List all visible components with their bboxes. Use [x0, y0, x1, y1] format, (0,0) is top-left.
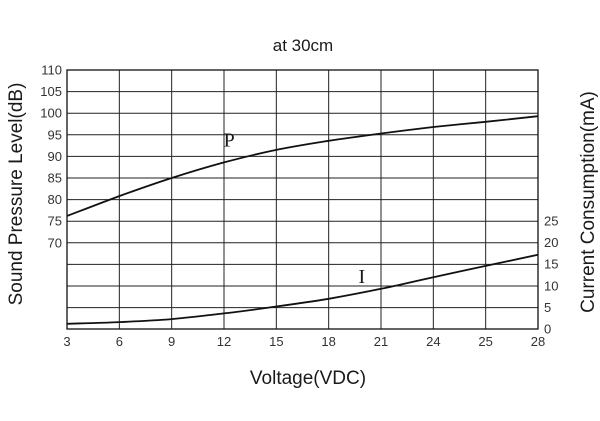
x-tick-label: 21 — [374, 334, 388, 349]
y-left-tick-label: 70 — [48, 235, 62, 250]
series-line-i — [66, 253, 539, 325]
y-right-tick-label: 20 — [544, 235, 558, 250]
y-left-tick-label: 90 — [48, 149, 62, 164]
series-label-p: P — [224, 129, 235, 151]
plot-frame — [66, 69, 539, 330]
series-label-i: I — [358, 266, 365, 288]
x-tick-label: 25 — [478, 334, 492, 349]
x-tick-label: 24 — [426, 334, 440, 349]
x-tick-label: 12 — [217, 334, 231, 349]
chart-title: at 30cm — [273, 36, 333, 55]
x-tick-label: 6 — [116, 334, 123, 349]
x-tick-label: 28 — [531, 334, 545, 349]
x-tick-label: 15 — [269, 334, 283, 349]
y-left-tick-label: 75 — [48, 214, 62, 229]
x-tick-label: 9 — [168, 334, 175, 349]
y-left-tick-label: 100 — [40, 106, 62, 121]
y-right-tick-label: 10 — [544, 278, 558, 293]
x-tick-label: 18 — [321, 334, 335, 349]
plot-grid — [67, 70, 538, 329]
y-right-axis-ticks: 25 20 15 10 5 0 — [544, 214, 558, 337]
y-left-axis-ticks: 110 105 100 95 90 85 80 75 70 — [40, 63, 62, 251]
y-right-tick-label: 5 — [544, 300, 551, 315]
y-right-tick-label: 25 — [544, 214, 558, 229]
y-left-tick-label: 110 — [41, 63, 62, 78]
y-left-tick-label: 95 — [48, 127, 62, 142]
y-left-tick-label: 80 — [48, 192, 62, 207]
y-right-tick-label: 15 — [544, 257, 558, 272]
series-labels: PI — [224, 129, 365, 288]
x-axis-label: Voltage(VDC) — [250, 368, 366, 389]
y-right-tick-label: 0 — [544, 322, 551, 337]
y-left-tick-label: 105 — [40, 84, 62, 99]
y-left-axis-label: Sound Pressure Level(dB) — [6, 83, 27, 306]
y-right-axis-label: Current Consumption(mA) — [578, 91, 599, 313]
y-left-tick-label: 85 — [48, 171, 62, 186]
x-tick-label: 3 — [63, 334, 70, 349]
series-line-p — [66, 115, 539, 217]
x-axis-ticks: 3 6 9 12 15 18 21 24 25 28 — [63, 334, 545, 349]
series-curves — [66, 115, 539, 325]
